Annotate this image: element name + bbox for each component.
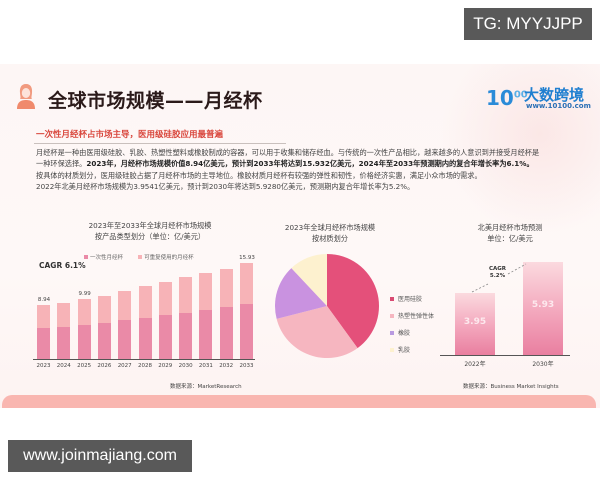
bar-2027 — [118, 290, 132, 359]
bar-segment-disposable — [179, 312, 193, 359]
bar-2030 — [179, 277, 193, 359]
bottom-band — [2, 395, 596, 408]
bar-2026 — [97, 296, 111, 359]
bar-segment-reusable — [118, 290, 132, 320]
material-pie-chart — [275, 254, 379, 358]
x-label-2033: 2033 — [239, 363, 254, 369]
bar-segment-reusable — [219, 269, 233, 308]
bar-segment-disposable — [97, 323, 111, 359]
x-label-2026: 2026 — [97, 363, 112, 369]
bar-segment-reusable — [138, 286, 152, 318]
bar-2029 — [158, 282, 172, 359]
watermark-top: TG: MYYJJPP — [464, 8, 592, 40]
bar-segment-disposable — [219, 307, 233, 359]
bar-segment-reusable — [179, 277, 193, 313]
logo-name: 大数跨境 — [524, 86, 585, 104]
bar-segment-disposable — [37, 328, 50, 359]
bar-value-label-2033: 15.93 — [239, 255, 255, 262]
bar-segment-reusable — [97, 296, 111, 323]
legend-reusable: 可重复使用的月经杯 — [138, 253, 194, 261]
global-bar-x-axis — [33, 359, 255, 360]
para-line-4: 2022年北美月经杯市场规模为3.9541亿美元，预计到2030年将达到5.92… — [36, 181, 415, 191]
bar-2032 — [219, 269, 233, 359]
pie-slice-1 — [276, 306, 358, 358]
bar-segment-reusable — [37, 305, 50, 329]
section-subheading: 一次性月经杯占市场主导，医用级硅胶应用最普遍 — [36, 130, 224, 140]
pie-slice-3 — [291, 254, 327, 306]
bar-segment-disposable — [118, 320, 132, 359]
x-label-2025: 2025 — [77, 363, 92, 369]
logo-mark-icon: 1000 — [486, 86, 528, 110]
x-label-2027: 2027 — [117, 363, 132, 369]
bar-value-label-2025: 9.99 — [78, 291, 91, 298]
x-label-2028: 2028 — [138, 363, 152, 369]
bar-2024 — [57, 303, 71, 359]
global-cagr-label: CAGR 6.1% — [39, 261, 86, 270]
legend-disposable: 一次性月经杯 — [84, 253, 123, 261]
divider — [34, 143, 286, 144]
global-bar-chart: 8.94 9.99 15.93 — [33, 255, 255, 364]
bar-segment-reusable — [57, 303, 71, 328]
page-title: 全球市场规模——月经杯 — [48, 90, 263, 112]
bar-2028 — [138, 286, 152, 359]
x-label-2030: 2030 — [178, 363, 193, 369]
bar-2023 — [37, 305, 50, 359]
para-line-1: 月经杯是一种由医用级硅胶、乳胶、热塑性塑料或橡胶制成的容器，可以用于收集和储存经… — [36, 148, 540, 157]
x-label-2032: 2032 — [219, 363, 234, 369]
bar-segment-disposable — [138, 317, 152, 359]
bar-2025 — [77, 299, 91, 359]
pie-legend-latex: 乳胶 — [390, 341, 434, 358]
pie-legend: 医用硅胶 热塑性弹性体 橡胶 乳胶 — [390, 290, 434, 358]
description-paragraph: 月经杯是一种由医用级硅胶、乳胶、热塑性塑料或橡胶制成的容器，可以用于收集和储存经… — [36, 147, 576, 192]
brand-logo: 1000 大数跨境 www.10100.com — [486, 84, 591, 114]
para-line-3: 按具体的材质划分，医用级硅胶占据了月经杯市场的主导地位。橡胶材质月经杯有较强的弹… — [36, 170, 482, 180]
pie-legend-rubber: 橡胶 — [390, 324, 434, 341]
bar-segment-disposable — [77, 324, 91, 359]
pie-legend-silicone: 医用硅胶 — [390, 290, 434, 307]
x-label-2029: 2029 — [158, 363, 173, 369]
pie-chart-title: 2023年全球月经杯市场规模 按材质划分 — [284, 223, 376, 243]
bar-segment-disposable — [240, 304, 253, 359]
bar-2033 — [240, 263, 253, 359]
woman-avatar-icon — [17, 84, 35, 109]
watermark-bottom: www.joinmajiang.com — [8, 440, 192, 472]
logo-url: www.10100.com — [526, 102, 591, 110]
bar-segment-disposable — [158, 315, 172, 359]
bar-segment-reusable — [158, 282, 172, 316]
x-label-2031: 2031 — [198, 363, 213, 369]
bar-2031 — [199, 273, 213, 359]
pie-slice-2 — [275, 268, 327, 319]
bar-segment-reusable — [199, 273, 213, 310]
bar-value-label-2023: 8.94 — [37, 297, 51, 304]
x-label-2024: 2024 — [56, 363, 71, 369]
na-chart-title: 北美月经杯市场预测 单位：亿/美元 — [477, 223, 543, 243]
bar-segment-disposable — [199, 309, 213, 359]
para-line-2: 一种环保选择。2023年，月经杯市场规模价值8.94亿美元，预计到2033年将达… — [36, 159, 534, 169]
x-label-2023: 2023 — [36, 363, 51, 369]
global-bar-chart-title: 2023年至2033年全球月经杯市场规模 按产品类型划分（单位：亿/美元） — [88, 221, 212, 241]
bar-segment-reusable — [240, 263, 253, 305]
pie-legend-tpe: 热塑性弹性体 — [390, 307, 434, 324]
bar-segment-reusable — [77, 299, 91, 325]
global-source: 数据来源：MarketResearch — [170, 384, 242, 390]
infographic-slide: 全球市场规模——月经杯 1000 大数跨境 www.10100.com 一次性月… — [0, 64, 600, 408]
bar-segment-disposable — [57, 327, 71, 359]
na-source: 数据来源：Business Market Insights — [463, 384, 559, 390]
pie-slice-0 — [327, 254, 379, 349]
global-bar-legend: 一次性月经杯 可重复使用的月经杯 — [84, 244, 204, 263]
